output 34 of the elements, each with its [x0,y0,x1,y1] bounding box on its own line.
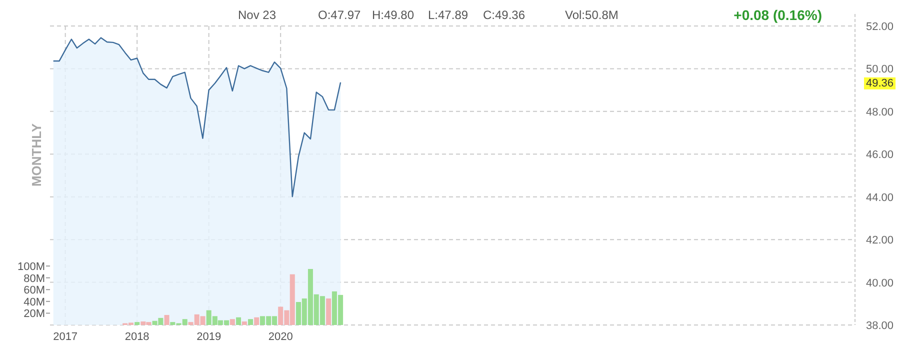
y-tick-label: 46.00 [866,149,894,162]
bar [230,319,235,325]
text: Vol:50.8M [565,8,618,22]
bar [254,317,260,325]
bar [134,322,140,325]
y-tick-label: 38.00 [866,320,894,332]
y2-tick-label: 60M [24,284,45,297]
text: MONTHLY [29,123,44,187]
x-tick-label: 2020 [268,331,293,343]
x-tick-label: 2018 [124,331,150,343]
y-tick-label: 50.00 [866,64,894,76]
bar [326,298,332,325]
y2-tick-label: 20M [24,308,45,320]
y-tick-label: 52.00 [866,21,894,33]
text: C:49.36 [483,8,526,22]
text: H:49.80 [372,8,414,22]
y-tick-label: 40.00 [866,277,894,290]
text: O:47.97 [318,8,362,22]
text: 49.36 [866,77,894,90]
bar [236,317,242,325]
y-tick-label: 44.00 [866,192,894,204]
y2-tick-label: 40M [24,296,45,308]
y-tick-label: 42.00 [866,234,894,247]
bar [242,321,247,325]
text: L:47.89 [428,8,468,22]
y2-tick-label: 80M [24,272,45,285]
x-tick-label: 2017 [53,331,78,343]
text: +0.08 (0.16%) [734,7,822,23]
bar [248,319,254,325]
bar [164,314,170,325]
text: Nov 23 [238,8,276,22]
x-tick-label: 2019 [196,331,222,343]
y-tick-label: 48.00 [866,106,894,118]
y2-tick-label: 100M [17,261,45,274]
